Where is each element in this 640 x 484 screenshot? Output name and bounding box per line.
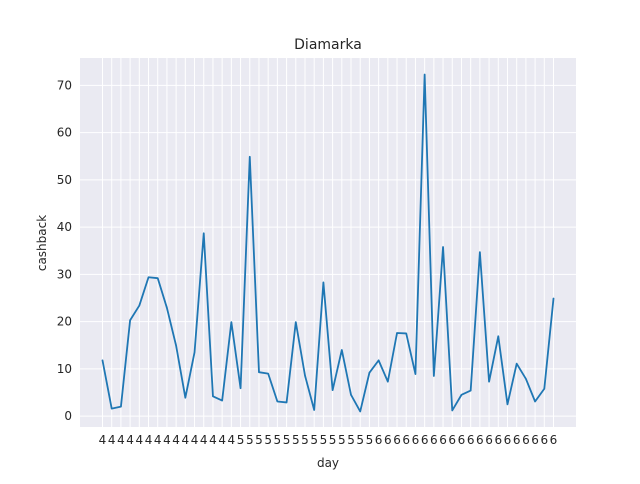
x-tick-label: 4	[135, 433, 143, 447]
x-tick-label: 5	[274, 433, 282, 447]
x-tick-label: 4	[172, 433, 180, 447]
x-tick-label: 5	[301, 433, 309, 447]
x-tick-label: 4	[108, 433, 116, 447]
x-tick-label: 4	[163, 433, 171, 447]
y-axis-label: cashback	[35, 215, 49, 271]
x-tick-label: 6	[402, 433, 410, 447]
x-tick-label: 4	[209, 433, 217, 447]
x-tick-label: 6	[467, 433, 475, 447]
x-tick-label: 6	[421, 433, 429, 447]
x-tick-label: 5	[356, 433, 364, 447]
x-tick-label: 5	[320, 433, 328, 447]
x-tick-label: 4	[154, 433, 162, 447]
x-tick-label: 4	[182, 433, 190, 447]
x-tick-label: 5	[283, 433, 291, 447]
y-tick-labels: 0 10 20 30 40 50 60 70	[57, 78, 72, 423]
y-tick-label: 20	[57, 315, 72, 329]
x-tick-label: 6	[476, 433, 484, 447]
y-tick-label: 40	[57, 220, 72, 234]
x-tick-label: 4	[126, 433, 134, 447]
x-tick-label: 6	[384, 433, 392, 447]
x-tick-label: 4	[117, 433, 125, 447]
x-tick-label: 6	[540, 433, 548, 447]
x-tick-label: 4	[191, 433, 199, 447]
x-tick-label: 6	[513, 433, 521, 447]
x-tick-label: 4	[200, 433, 208, 447]
x-tick-label: 6	[550, 433, 558, 447]
x-tick-label: 5	[310, 433, 318, 447]
x-tick-label: 5	[338, 433, 346, 447]
y-tick-label: 0	[64, 409, 72, 423]
x-tick-label: 5	[366, 433, 374, 447]
x-tick-label: 5	[237, 433, 245, 447]
x-tick-label: 5	[264, 433, 272, 447]
grid	[80, 58, 576, 427]
x-tick-label: 6	[412, 433, 420, 447]
x-tick-label: 6	[504, 433, 512, 447]
x-tick-label: 6	[458, 433, 466, 447]
y-tick-label: 30	[57, 267, 72, 281]
x-tick-label: 5	[329, 433, 337, 447]
x-tick-label: 6	[393, 433, 401, 447]
x-tick-label: 6	[439, 433, 447, 447]
x-tick-label: 5	[255, 433, 263, 447]
plot-background	[80, 58, 576, 427]
x-tick-label: 4	[99, 433, 107, 447]
x-tick-label: 6	[448, 433, 456, 447]
chart-title: Diamarka	[294, 37, 362, 53]
x-tick-label: 6	[485, 433, 493, 447]
y-tick-label: 50	[57, 173, 72, 187]
x-axis-label: day	[317, 456, 339, 470]
y-tick-label: 70	[57, 78, 72, 92]
x-tick-label: 5	[347, 433, 355, 447]
x-tick-label: 6	[430, 433, 438, 447]
x-tick-label: 5	[292, 433, 300, 447]
y-tick-label: 60	[57, 126, 72, 140]
x-tick-label: 4	[218, 433, 226, 447]
x-tick-label: 6	[494, 433, 502, 447]
x-tick-label: 5	[246, 433, 254, 447]
y-tick-label: 10	[57, 362, 72, 376]
x-tick-label: 4	[228, 433, 236, 447]
x-tick-label: 6	[522, 433, 530, 447]
x-tick-label: 6	[531, 433, 539, 447]
series-line	[101, 73, 555, 413]
x-tick-label: 4	[145, 433, 153, 447]
x-tick-label: 6	[375, 433, 383, 447]
